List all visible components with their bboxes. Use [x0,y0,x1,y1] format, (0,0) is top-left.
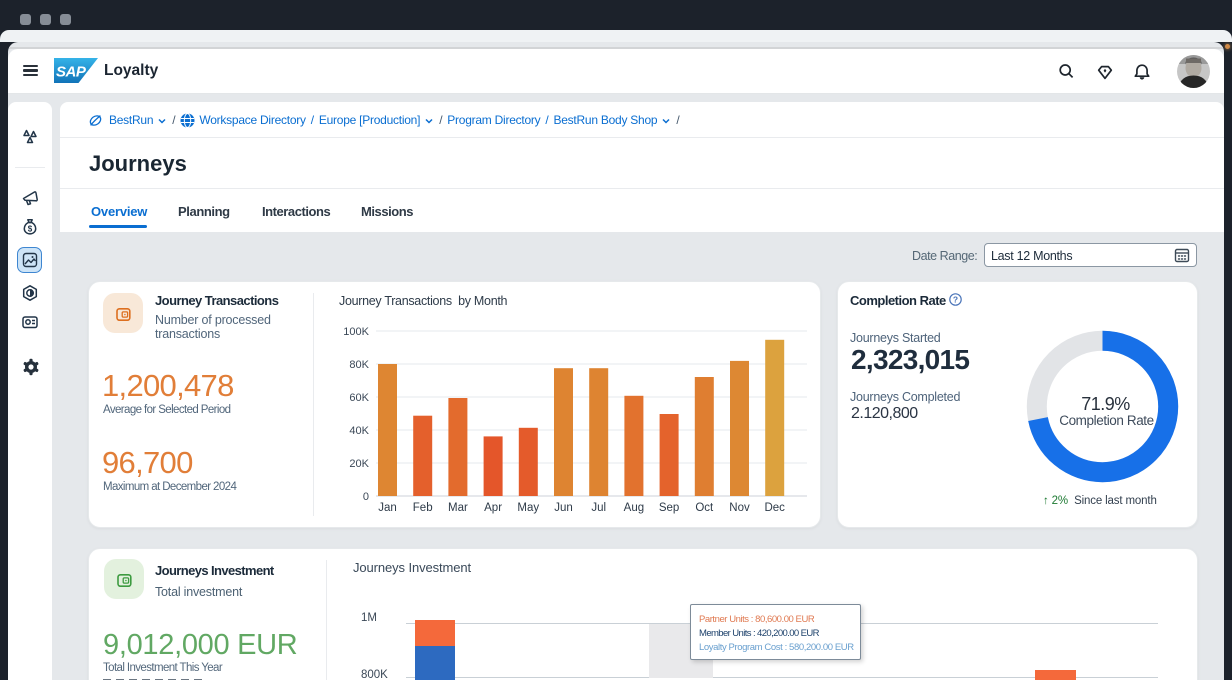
svg-text:?: ? [952,294,957,304]
svg-text:SAP: SAP [56,64,87,81]
svg-text:80K: 80K [349,359,369,371]
svg-text:Mar: Mar [448,502,468,514]
svg-text:Dec: Dec [764,502,785,514]
svg-text:Sep: Sep [659,502,679,514]
svg-text:0: 0 [363,491,369,503]
svg-text:Feb: Feb [413,502,433,514]
svg-text:20K: 20K [349,458,369,470]
svg-text:Jun: Jun [554,502,573,514]
svg-text:60K: 60K [349,392,369,404]
svg-text:40K: 40K [349,425,369,437]
svg-text:Apr: Apr [484,502,502,514]
svg-text:Jan: Jan [378,502,397,514]
svg-text:$: $ [28,225,33,234]
svg-text:100K: 100K [343,326,369,338]
svg-text:Aug: Aug [624,502,644,514]
svg-text:May: May [517,502,539,514]
svg-text:Oct: Oct [695,502,714,514]
svg-text:Jul: Jul [591,502,606,514]
svg-text:Nov: Nov [729,502,750,514]
